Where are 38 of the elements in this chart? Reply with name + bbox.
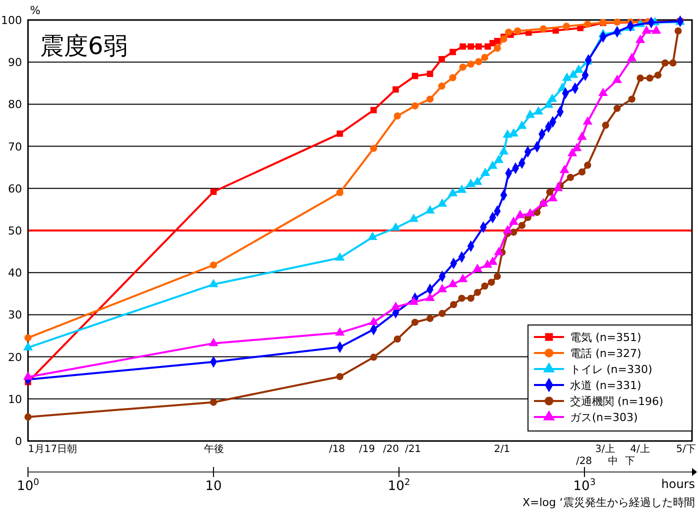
legend-label: ガス(n=303) xyxy=(570,411,638,424)
text: 2/1 xyxy=(494,444,510,455)
x-tick-label: 10 xyxy=(205,479,222,494)
y-tick-label: 90 xyxy=(8,56,22,70)
text: /21 xyxy=(404,444,422,455)
text: 中 xyxy=(608,455,618,467)
y-axis-title: % xyxy=(30,4,40,17)
y-tick-label: 20 xyxy=(8,350,22,364)
text: 5/下 xyxy=(676,444,696,455)
text: 下 xyxy=(625,456,635,467)
x-tick-label: 10$^{3}$ xyxy=(573,478,596,494)
x-axis-title: hours xyxy=(661,477,695,491)
text: 1月17日朝 xyxy=(28,443,78,455)
x-tick-label: 10$^{2}$ xyxy=(388,478,410,494)
x-tick-label: 10$^{0}$ xyxy=(16,478,40,494)
text: /18 xyxy=(328,444,346,455)
y-tick-label: 50 xyxy=(8,224,22,238)
text: 4/上 xyxy=(630,443,650,455)
y-tick-label: 30 xyxy=(8,308,22,322)
y-tick-label: 40 xyxy=(8,266,22,280)
legend-label: 電気 (n=351) xyxy=(570,331,642,344)
y-tick-label: 70 xyxy=(8,140,22,154)
text: /20 xyxy=(382,444,400,455)
text: 3/上 xyxy=(595,443,615,455)
legend-label: トイレ (n=330) xyxy=(570,363,652,376)
y-tick-label: 80 xyxy=(8,98,22,112)
legend-label: 交通機関 (n=196) xyxy=(570,395,664,408)
text: /19 xyxy=(358,444,376,455)
legend-label: 電話 (n=327) xyxy=(570,347,642,360)
y-tick-label: 10 xyxy=(8,392,22,406)
text: /28 xyxy=(576,456,592,467)
y-tick-label: 100 xyxy=(1,14,22,27)
legend-label: 水道 (n=331) xyxy=(570,379,642,392)
text: 午後 xyxy=(204,443,224,455)
y-tick-label: 0 xyxy=(15,435,22,448)
text: 震度6弱 xyxy=(40,32,128,60)
text: X=log ‘震災発生から経過した時間 xyxy=(522,496,695,509)
y-tick-label: 60 xyxy=(8,182,22,196)
